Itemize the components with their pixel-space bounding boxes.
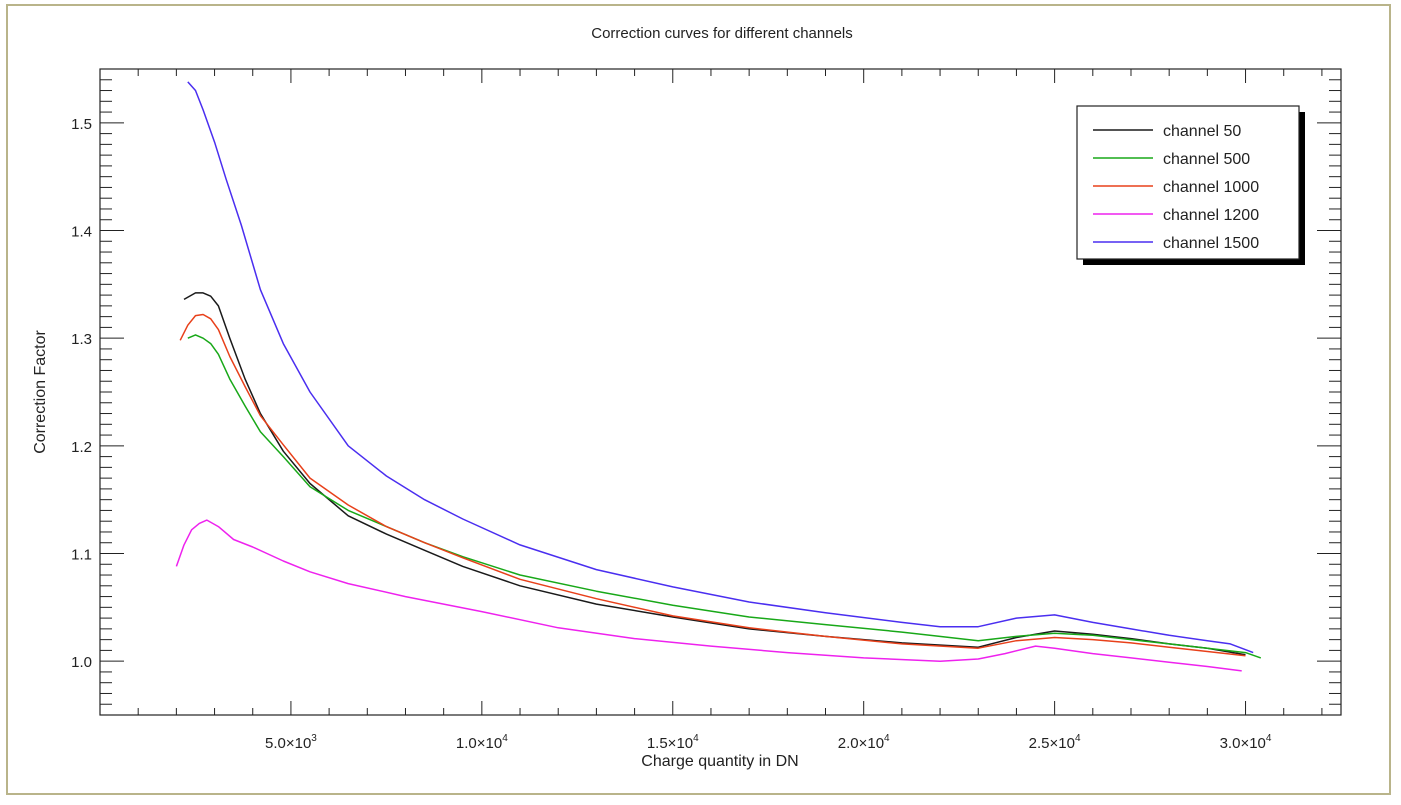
series-line-5: [187, 81, 1254, 654]
y-tick-label: 1.2: [71, 439, 92, 456]
y-axis-label: Correction Factor: [32, 330, 49, 454]
y-tick-label: 1.1: [71, 547, 92, 564]
series-line-2: [187, 334, 1262, 659]
series-line-3: [179, 313, 1246, 657]
legend-label: channel 1500: [1163, 235, 1259, 252]
x-tick-label: 2.5×104: [1029, 733, 1081, 752]
x-axis-label: Charge quantity in DN: [641, 753, 798, 770]
series-lines: [175, 81, 1262, 672]
legend-label: channel 1200: [1163, 207, 1259, 224]
x-tick-label: 5.0×103: [265, 733, 317, 752]
x-tick-label: 1.0×104: [456, 733, 508, 752]
x-tick-label: 1.5×104: [647, 733, 699, 752]
legend-label: channel 50: [1163, 123, 1241, 140]
axis-ticks: 5.0×103 1.0×104 1.5×104 2.0×104 2.5×104 3.0×1…: [71, 69, 1341, 752]
legend: channel 50 channel 500 channel 1000 channel…: [1076, 105, 1305, 265]
series-line-1: [183, 292, 1246, 656]
y-tick-label: 1.4: [71, 224, 92, 241]
x-tick-label: 3.0×104: [1220, 733, 1272, 752]
legend-box: [1076, 105, 1300, 260]
y-tick-label: 1.5: [71, 116, 92, 133]
x-tick-label: 2.0×104: [838, 733, 890, 752]
chart-title: Correction curves for different channels: [591, 25, 853, 42]
series-line-4: [175, 519, 1242, 672]
legend-label: channel 1000: [1163, 179, 1259, 196]
legend-label: channel 500: [1163, 151, 1250, 168]
y-tick-label: 1.0: [71, 654, 92, 671]
y-tick-label: 1.3: [71, 331, 92, 348]
